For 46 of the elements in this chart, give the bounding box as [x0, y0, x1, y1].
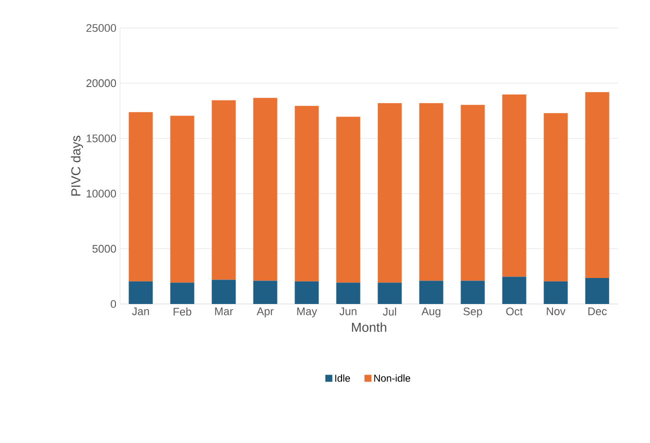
y-tick-label: 20000	[86, 79, 116, 88]
bar	[294, 106, 319, 282]
x-tick-label: Sep	[463, 308, 482, 318]
bar	[212, 280, 236, 304]
bar	[544, 113, 568, 282]
bar	[419, 280, 444, 304]
x-tick-label: Jun	[340, 308, 356, 316]
bar	[502, 276, 526, 304]
x-tick-label: Oct	[506, 308, 523, 316]
y-tick-label: 25000	[86, 24, 116, 32]
bar	[170, 282, 194, 304]
x-tick-label: Aug	[421, 308, 440, 318]
x-tick-label: Jul	[382, 308, 396, 316]
bar	[294, 281, 319, 304]
bar	[460, 104, 485, 281]
y-tick-label: 5000	[92, 244, 116, 253]
y-tick-label: 15000	[86, 134, 116, 142]
bar	[128, 281, 153, 304]
bar	[544, 281, 568, 304]
legend-label: Non-idle	[374, 374, 410, 382]
bar	[502, 94, 526, 277]
bar	[128, 112, 153, 282]
legend-label: Idle	[335, 374, 350, 382]
bar	[585, 278, 610, 304]
bar	[170, 116, 194, 283]
x-tick-label: Jan	[132, 308, 149, 316]
y-tick-label: 10000	[86, 190, 116, 198]
x-axis-title: Month	[352, 322, 386, 332]
bar	[378, 282, 402, 304]
bar	[460, 280, 485, 304]
x-tick-label: Apr	[256, 308, 274, 318]
bar	[585, 92, 610, 278]
bar	[336, 116, 360, 283]
x-tick-label: May	[297, 308, 318, 318]
x-tick-label: Mar	[215, 308, 234, 316]
x-tick-label: Nov	[546, 308, 566, 316]
y-axis-title: PIVC days	[70, 136, 84, 196]
x-tick-label: Feb	[174, 308, 192, 316]
bar	[212, 100, 236, 280]
y-tick-label: 0	[110, 300, 116, 308]
bar	[419, 103, 444, 281]
bar	[253, 98, 278, 281]
x-tick-label: Dec	[588, 308, 607, 316]
bar	[253, 280, 278, 304]
bar	[378, 103, 402, 283]
bar	[336, 282, 360, 304]
